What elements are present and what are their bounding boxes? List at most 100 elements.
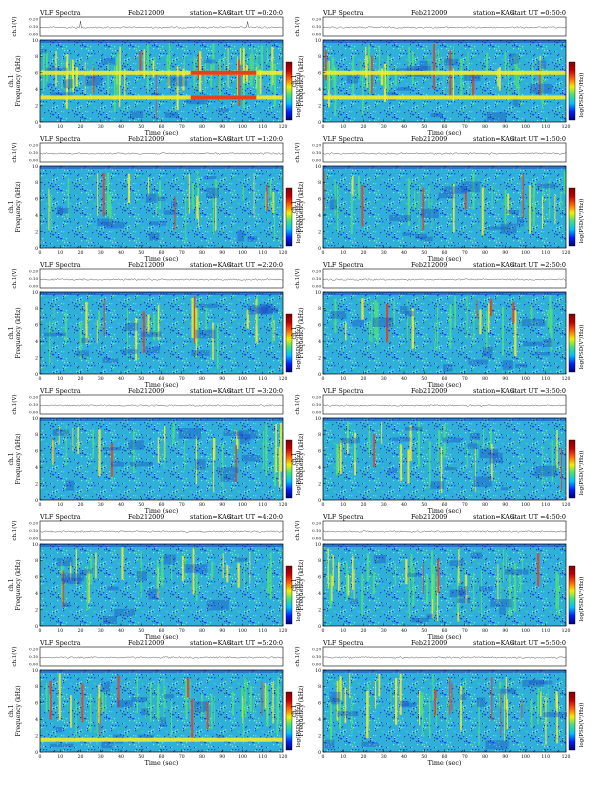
x-tick-label: 120 xyxy=(279,376,288,382)
emission-streak xyxy=(505,677,507,710)
emission-streak xyxy=(117,675,120,708)
emission-streak xyxy=(153,314,156,341)
x-tick-label: 80 xyxy=(482,628,488,634)
emission-streak xyxy=(97,173,99,216)
x-tick-label: 40 xyxy=(118,376,124,382)
y-tick-label: 6 xyxy=(35,71,38,77)
y-axis-label: Frequency (kHz) xyxy=(298,433,305,484)
emission-streak xyxy=(372,572,375,595)
x-tick-label: 40 xyxy=(118,502,124,508)
low-power-patch xyxy=(158,196,166,202)
emission-streak xyxy=(466,295,468,339)
emission-streak xyxy=(53,304,55,332)
voltage-tick-label: 0.00 xyxy=(29,662,38,667)
x-tick-label: 50 xyxy=(138,376,144,382)
spectrogram-background xyxy=(40,166,283,248)
emission-streak xyxy=(98,311,100,330)
y-tick-label: 2 xyxy=(318,229,321,235)
x-tick-label: 60 xyxy=(159,124,165,130)
upper-cutoff xyxy=(323,418,566,421)
emission-streak xyxy=(361,298,364,321)
emission-streak xyxy=(206,701,209,730)
panel-title: VLF Spectra xyxy=(39,513,81,521)
low-power-patch xyxy=(204,59,216,64)
emission-streak xyxy=(256,297,259,326)
emission-streak xyxy=(417,421,420,467)
low-power-patch xyxy=(504,569,529,575)
x-tick-label: 110 xyxy=(541,628,550,634)
y-tick-label: 2 xyxy=(35,481,38,487)
emission-streak xyxy=(331,57,334,80)
emission-streak xyxy=(110,443,114,477)
y-tick-label: 10 xyxy=(315,38,321,44)
emission-streak xyxy=(407,178,410,227)
x-axis-label: Time (sec) xyxy=(145,507,179,515)
low-power-patch xyxy=(40,49,48,53)
low-power-patch xyxy=(399,700,410,707)
emission-streak xyxy=(478,700,480,746)
emission-streak xyxy=(504,51,507,79)
y-tick-label: 6 xyxy=(318,701,321,707)
emission-streak xyxy=(216,322,219,370)
voltage-tick-label: 0.10 xyxy=(312,402,321,407)
emission-streak xyxy=(555,570,558,609)
emission-streak xyxy=(522,556,523,574)
emission-streak xyxy=(491,444,493,481)
voltage-axis-label: ch.1(V) xyxy=(11,16,18,36)
y-tick-label: 4 xyxy=(35,591,38,597)
emission-streak xyxy=(460,58,463,97)
emission-streak xyxy=(146,44,149,93)
emission-streak xyxy=(271,314,274,344)
low-power-patch xyxy=(464,74,481,81)
low-power-patch xyxy=(407,573,421,577)
low-power-patch xyxy=(43,332,67,337)
x-tick-label: 0 xyxy=(39,124,42,130)
emission-streak xyxy=(249,552,251,584)
x-tick-label: 80 xyxy=(199,376,205,382)
emission-streak xyxy=(52,440,54,465)
low-power-patch xyxy=(502,360,513,370)
y-tick-label: 8 xyxy=(35,558,38,564)
x-tick-label: 120 xyxy=(279,754,288,760)
upper-cutoff xyxy=(40,544,283,547)
low-power-patch xyxy=(60,573,85,582)
emission-streak xyxy=(339,440,342,475)
panel-title: VLF Spectra xyxy=(39,387,81,395)
low-power-patch xyxy=(217,467,239,473)
low-power-patch xyxy=(404,426,423,431)
x-tick-label: 100 xyxy=(521,502,530,508)
emission-streak xyxy=(428,695,431,739)
y-axis-label: Frequency (kHz) xyxy=(298,55,305,106)
x-tick-label: 30 xyxy=(381,502,387,508)
low-power-patch xyxy=(77,350,89,357)
y-tick-label: 0 xyxy=(35,498,38,504)
panel-start-time: start UT =0:50:0 xyxy=(511,9,566,17)
emission-streak xyxy=(419,690,421,726)
emission-streak xyxy=(521,699,523,719)
low-power-patch xyxy=(163,210,176,215)
emission-streak xyxy=(136,676,138,714)
panel-station: station=KAG xyxy=(473,513,515,521)
emission-streak xyxy=(98,429,101,477)
x-tick-label: 110 xyxy=(258,628,267,634)
voltage-tick-label: 0.20 xyxy=(29,17,38,22)
low-power-patch xyxy=(184,564,208,573)
voltage-tick-label: 0.10 xyxy=(29,24,38,29)
emission-streak xyxy=(167,69,170,88)
voltage-frame xyxy=(39,646,284,667)
emission-streak xyxy=(147,314,150,334)
emission-streak xyxy=(481,570,483,618)
emission-streak xyxy=(437,303,439,351)
panel-start-time: start UT =3:20:0 xyxy=(228,387,283,395)
channel-label: ch.1 xyxy=(291,453,298,466)
emission-streak xyxy=(149,682,152,722)
voltage-trace xyxy=(322,530,567,533)
emission-streak xyxy=(70,60,72,101)
y-tick-label: 2 xyxy=(318,733,321,739)
upper-cutoff xyxy=(323,670,566,673)
emission-streak xyxy=(464,192,467,210)
emission-streak xyxy=(49,680,52,720)
low-power-patch xyxy=(460,694,467,700)
